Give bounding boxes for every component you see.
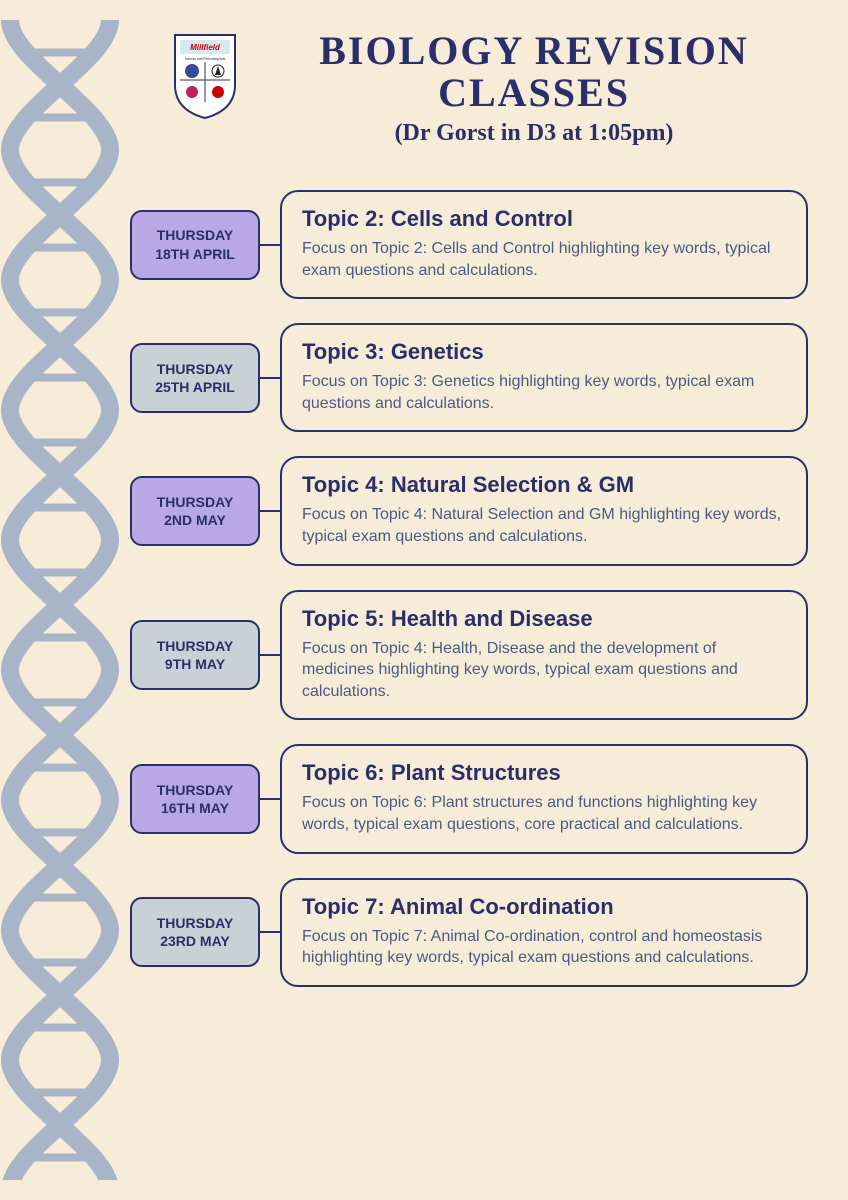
session-day: THURSDAY bbox=[157, 226, 234, 244]
session-content: Topic 5: Health and Disease Focus on Topi… bbox=[280, 590, 808, 721]
session-row: THURSDAY25TH APRIL Topic 3: Genetics Focus… bbox=[130, 323, 808, 432]
session-content: Topic 2: Cells and Control Focus on Topic… bbox=[280, 190, 808, 299]
topic-description: Focus on Topic 6: Plant structures and f… bbox=[302, 792, 786, 835]
date-badge: THURSDAY25TH APRIL bbox=[130, 343, 260, 413]
topic-title: Topic 5: Health and Disease bbox=[302, 606, 786, 632]
connector-line bbox=[260, 931, 280, 933]
topic-description: Focus on Topic 2: Cells and Control high… bbox=[302, 238, 786, 281]
session-date: 9TH MAY bbox=[165, 655, 225, 673]
date-badge: THURSDAY23RD MAY bbox=[130, 897, 260, 967]
session-date: 25TH APRIL bbox=[155, 378, 235, 396]
session-content: Topic 7: Animal Co-ordination Focus on To… bbox=[280, 878, 808, 987]
page-title-line2: CLASSES bbox=[260, 72, 808, 114]
topic-title: Topic 2: Cells and Control bbox=[302, 206, 786, 232]
session-row: THURSDAY23RD MAY Topic 7: Animal Co-ordin… bbox=[130, 878, 808, 987]
date-badge: THURSDAY18TH APRIL bbox=[130, 210, 260, 280]
session-day: THURSDAY bbox=[157, 360, 234, 378]
session-day: THURSDAY bbox=[157, 493, 234, 511]
session-content: Topic 6: Plant Structures Focus on Topic … bbox=[280, 744, 808, 853]
sessions-list: THURSDAY18TH APRILTopic 2: Cells and Con… bbox=[130, 190, 808, 987]
date-badge: THURSDAY2ND MAY bbox=[130, 476, 260, 546]
dna-helix-icon: // draw helix via JS into this svg bbox=[0, 20, 130, 1180]
title-block: BIOLOGY REVISION CLASSES (Dr Gorst in D3… bbox=[260, 30, 808, 147]
topic-description: Focus on Topic 7: Animal Co-ordination, … bbox=[302, 926, 786, 969]
session-row: THURSDAY9TH MAY Topic 5: Health and Disea… bbox=[130, 590, 808, 721]
school-logo: Millfield Science and Performing Arts bbox=[170, 30, 240, 120]
session-date: 18TH APRIL bbox=[155, 245, 235, 263]
svg-text:Science and Performing Arts: Science and Performing Arts bbox=[185, 57, 226, 61]
header: Millfield Science and Performing Arts BI… bbox=[170, 30, 808, 147]
topic-description: Focus on Topic 4: Natural Selection and … bbox=[302, 504, 786, 547]
topic-title: Topic 3: Genetics bbox=[302, 339, 786, 365]
connector-line bbox=[260, 654, 280, 656]
session-day: THURSDAY bbox=[157, 914, 234, 932]
session-row: THURSDAY2ND MAY Topic 4: Natural Selectio… bbox=[130, 456, 808, 565]
session-day: THURSDAY bbox=[157, 637, 234, 655]
session-date: 16TH MAY bbox=[161, 799, 229, 817]
date-badge: THURSDAY9TH MAY bbox=[130, 620, 260, 690]
session-date: 23RD MAY bbox=[160, 932, 230, 950]
session-row: THURSDAY16TH MAY Topic 6: Plant Structure… bbox=[130, 744, 808, 853]
svg-text:Millfield: Millfield bbox=[190, 43, 221, 52]
page-title-line1: BIOLOGY REVISION bbox=[260, 30, 808, 72]
connector-line bbox=[260, 377, 280, 379]
topic-title: Topic 6: Plant Structures bbox=[302, 760, 786, 786]
page-subtitle: (Dr Gorst in D3 at 1:05pm) bbox=[260, 120, 808, 147]
connector-line bbox=[260, 510, 280, 512]
connector-line bbox=[260, 798, 280, 800]
session-day: THURSDAY bbox=[157, 781, 234, 799]
topic-title: Topic 7: Animal Co-ordination bbox=[302, 894, 786, 920]
date-badge: THURSDAY16TH MAY bbox=[130, 764, 260, 834]
topic-description: Focus on Topic 4: Health, Disease and th… bbox=[302, 638, 786, 703]
connector-line bbox=[260, 244, 280, 246]
session-content: Topic 4: Natural Selection & GM Focus on … bbox=[280, 456, 808, 565]
topic-title: Topic 4: Natural Selection & GM bbox=[302, 472, 786, 498]
session-date: 2ND MAY bbox=[164, 511, 226, 529]
session-row: THURSDAY18TH APRIL Topic 2: Cells and Con… bbox=[130, 190, 808, 299]
session-content: Topic 3: Genetics Focus on Topic 3: Genet… bbox=[280, 323, 808, 432]
topic-description: Focus on Topic 3: Genetics highlighting … bbox=[302, 371, 786, 414]
